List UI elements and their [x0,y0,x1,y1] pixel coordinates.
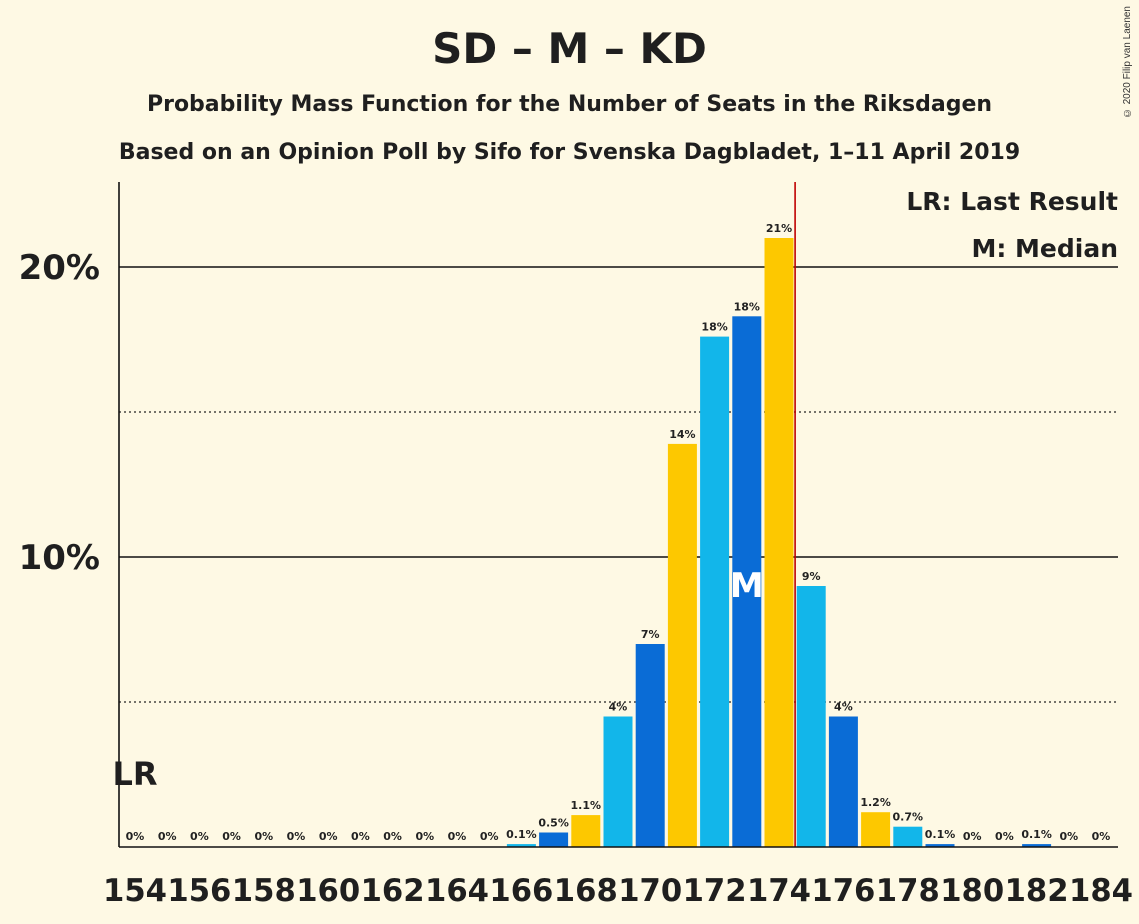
x-tick-label: 176 [811,873,875,909]
bar-seat-174 [764,238,794,847]
bar-seat-166 [506,844,536,847]
data-label: 21% [766,222,792,235]
x-tick-label: 172 [683,873,747,909]
data-label: 0% [287,830,306,843]
data-label: 0% [1092,830,1111,843]
data-label: 0% [254,830,273,843]
x-tick-label: 154 [103,873,167,909]
bar-seat-175 [796,586,826,847]
data-label: 0% [995,830,1014,843]
y-tick-label: 20% [19,248,100,288]
data-label: 0% [415,830,434,843]
x-tick-label: 168 [554,873,618,909]
x-tick-label: 166 [489,873,553,909]
data-label: 18% [734,300,760,313]
axes: LR [112,182,1118,848]
data-label: 0% [158,830,177,843]
legend-last-result: LR: Last Result [906,187,1118,216]
x-tick-label: 162 [361,873,425,909]
data-label: 0.7% [893,811,924,824]
bars: M [506,238,1052,847]
x-tick-label: 180 [940,873,1004,909]
bar-seat-177 [861,812,891,847]
x-tick-label: 164 [425,873,489,909]
bar-seat-169 [603,716,633,847]
x-tick-labels: 154 156 158 160 162 164 166 168 170 172 174 176 178 1… [103,873,1133,909]
data-label: 0.5% [538,817,569,830]
gridlines [119,266,1118,703]
x-tick-label: 156 [167,873,231,909]
data-label: 4% [834,701,853,714]
x-tick-label: 178 [876,873,940,909]
bar-seat-172 [700,336,730,847]
data-label: 18% [701,321,727,334]
bar-seat-170 [635,644,665,847]
data-label: 0% [1059,830,1078,843]
data-label: 0% [190,830,209,843]
data-label: 0% [963,830,982,843]
bar-seat-179 [925,844,955,847]
last-result-marker: LR [112,755,157,793]
data-label: 4% [609,701,628,714]
bar-seat-182 [1022,844,1052,847]
y-tick-labels: 10% 20% [19,248,100,578]
x-tick-label: 170 [618,873,682,909]
data-label: 0% [351,830,370,843]
bar-seat-178 [893,826,923,847]
data-label: 0% [126,830,145,843]
legend-median: M: Median [971,234,1118,263]
chart-title: SD – M – KD [432,24,707,73]
data-label: 0% [480,830,499,843]
data-label: 0.1% [925,828,956,841]
x-tick-label: 160 [296,873,360,909]
chart-subtitle-source: Based on an Opinion Poll by Sifo for Sve… [118,140,1021,165]
data-label: 0% [448,830,467,843]
chart-subtitle: Probability Mass Function for the Number… [146,92,993,117]
data-label: 0% [222,830,241,843]
bar-seat-176 [828,716,858,847]
y-tick-label: 10% [19,538,100,578]
x-tick-label: 184 [1069,873,1133,909]
x-tick-label: 182 [1005,873,1069,909]
data-labels: 0% 0% 0% 0% 0% 0% 0% 0% 0% 0% 0% 0% 0.1%0.5%1.1%4%7%… [126,222,1111,843]
data-label: 1.1% [571,799,602,812]
bar-seat-167 [539,832,569,847]
data-label: 0% [319,830,338,843]
data-label: 0.1% [506,828,537,841]
x-tick-label: 174 [747,873,811,909]
x-tick-label: 158 [232,873,296,909]
bar-seat-171 [667,443,697,847]
data-label: 0.1% [1021,828,1052,841]
data-label: 7% [641,628,660,641]
data-label: 14% [669,428,695,441]
data-label: 9% [802,570,821,583]
bar-seat-168 [571,815,601,847]
median-marker: M [730,566,764,606]
data-label: 0% [383,830,402,843]
bar-seat-173 [732,316,762,847]
data-label: 1.2% [860,796,891,809]
